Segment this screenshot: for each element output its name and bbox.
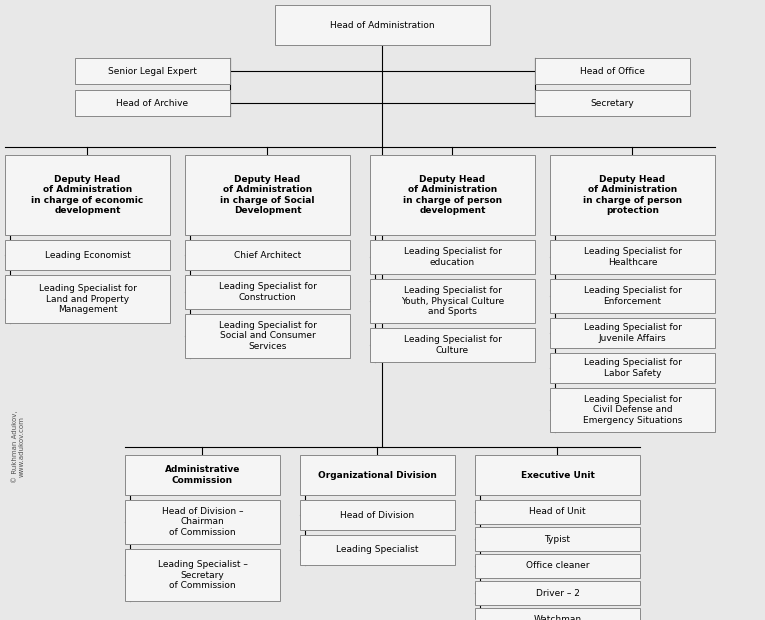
Bar [125, 500, 280, 544]
Text: Leading Specialist for
Social and Consumer
Services: Leading Specialist for Social and Consum… [219, 321, 317, 351]
Bar [550, 353, 715, 383]
Text: Watchman: Watchman [533, 616, 581, 620]
Text: © Rukhman Adukov,
www.adukov.com: © Rukhman Adukov, www.adukov.com [11, 410, 24, 483]
Text: Administrative
Commission: Administrative Commission [164, 465, 240, 485]
Text: Head of Unit: Head of Unit [529, 508, 586, 516]
Text: Head of Administration: Head of Administration [330, 20, 435, 30]
Text: Deputy Head
of Administration
in charge of economic
development: Deputy Head of Administration in charge … [31, 175, 144, 215]
Bar [5, 275, 170, 323]
Text: Deputy Head
of Administration
in charge of person
development: Deputy Head of Administration in charge … [403, 175, 502, 215]
Bar [370, 279, 535, 323]
Bar [370, 328, 535, 362]
Bar [185, 155, 350, 235]
Bar [475, 455, 640, 495]
Text: Leading Specialist for
Labor Safety: Leading Specialist for Labor Safety [584, 358, 682, 378]
Bar [475, 527, 640, 551]
Bar [550, 279, 715, 313]
Bar [125, 549, 280, 601]
Text: Leading Specialist for
Enforcement: Leading Specialist for Enforcement [584, 286, 682, 306]
Bar [535, 58, 690, 84]
Bar [475, 608, 640, 620]
Bar [300, 455, 455, 495]
Text: Secretary: Secretary [591, 99, 634, 107]
Text: Leading Specialist for
Youth, Physical Culture
and Sports: Leading Specialist for Youth, Physical C… [401, 286, 504, 316]
Bar [550, 318, 715, 348]
Text: Leading Specialist for
Land and Property
Management: Leading Specialist for Land and Property… [38, 284, 136, 314]
Text: Office cleaner: Office cleaner [526, 562, 589, 570]
Text: Deputy Head
of Administration
in charge of Social
Development: Deputy Head of Administration in charge … [220, 175, 314, 215]
Bar [370, 240, 535, 274]
Text: Senior Legal Expert: Senior Legal Expert [108, 66, 197, 76]
Bar [535, 90, 690, 116]
Bar [475, 500, 640, 524]
Text: Head of Division: Head of Division [340, 510, 415, 520]
Bar [370, 155, 535, 235]
Bar [75, 90, 230, 116]
Bar [5, 240, 170, 270]
Text: Head of Office: Head of Office [580, 66, 645, 76]
Bar [300, 500, 455, 530]
Bar [75, 58, 230, 84]
Bar [125, 455, 280, 495]
Text: Leading Specialist for
Construction: Leading Specialist for Construction [219, 282, 317, 302]
Text: Head of Archive: Head of Archive [116, 99, 188, 107]
Bar [550, 240, 715, 274]
Text: Driver – 2: Driver – 2 [536, 588, 579, 598]
Bar [550, 388, 715, 432]
Text: Leading Specialist for
Civil Defense and
Emergency Situations: Leading Specialist for Civil Defense and… [583, 395, 682, 425]
Text: Leading Specialist for
Culture: Leading Specialist for Culture [404, 335, 501, 355]
Bar [275, 5, 490, 45]
Text: Chief Architect: Chief Architect [234, 250, 301, 260]
Text: Leading Specialist for
Healthcare: Leading Specialist for Healthcare [584, 247, 682, 267]
Text: Typist: Typist [545, 534, 571, 544]
Bar [185, 275, 350, 309]
Bar [475, 554, 640, 578]
Text: Leading Specialist –
Secretary
of Commission: Leading Specialist – Secretary of Commis… [158, 560, 247, 590]
Bar [550, 155, 715, 235]
Bar [300, 535, 455, 565]
Text: Leading Specialist: Leading Specialist [337, 546, 418, 554]
Text: Leading Specialist for
education: Leading Specialist for education [404, 247, 501, 267]
Bar [185, 240, 350, 270]
Text: Leading Economist: Leading Economist [44, 250, 130, 260]
Bar [475, 581, 640, 605]
Text: Head of Division –
Chairman
of Commission: Head of Division – Chairman of Commissio… [161, 507, 243, 537]
Text: Executive Unit: Executive Unit [520, 471, 594, 479]
Text: Deputy Head
of Administration
in charge of person
protection: Deputy Head of Administration in charge … [583, 175, 682, 215]
Bar [185, 314, 350, 358]
Bar [5, 155, 170, 235]
Text: Organizational Division: Organizational Division [318, 471, 437, 479]
Text: Leading Specialist for
Juvenile Affairs: Leading Specialist for Juvenile Affairs [584, 323, 682, 343]
